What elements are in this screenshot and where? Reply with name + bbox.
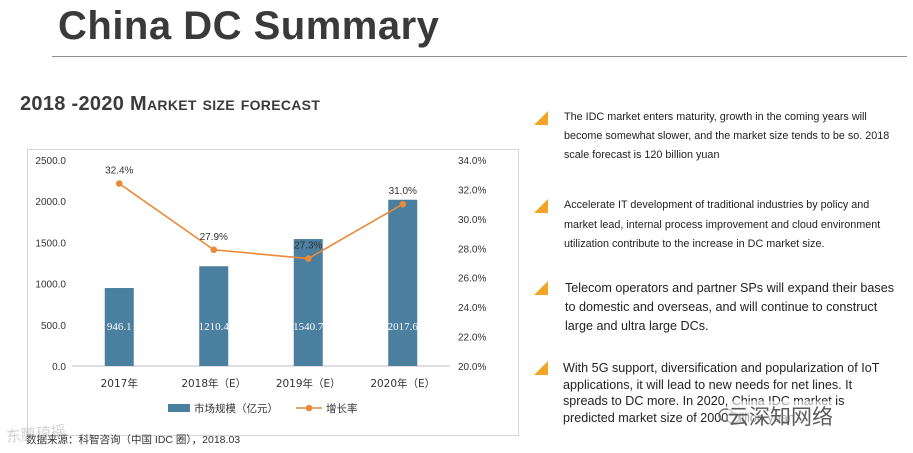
bar-market-size [104, 288, 134, 366]
y-right-tick-label: 34.0% [458, 156, 486, 167]
bar-value-label: 2017.6 [388, 321, 419, 333]
bullet-triangle-icon [534, 111, 548, 125]
bullet-triangle-icon [534, 361, 548, 375]
x-tick-label: 2018年（E） [181, 377, 246, 390]
y-left-tick-label: 2000.0 [35, 197, 66, 208]
x-tick-label: 2019年（E） [276, 377, 341, 390]
y-right-tick-label: 28.0% [458, 244, 486, 255]
y-left-tick-label: 1500.0 [35, 238, 66, 249]
chart-subtitle: 2018 -2020 Market size forecast [20, 93, 321, 115]
page-title: China DC Summary [58, 4, 440, 48]
bullet-triangle-icon [534, 199, 548, 213]
y-right-tick-label: 24.0% [458, 303, 486, 314]
growth-rate-point [210, 246, 218, 254]
growth-rate-label: 27.3% [294, 241, 322, 252]
growth-rate-label: 31.0% [389, 186, 417, 197]
market-size-chart: 0.0 500.0 1000.0 1500.0 2000.0 2500.0 20.0% 22.… [35, 156, 486, 415]
y-right-tick-label: 22.0% [458, 333, 486, 344]
growth-rate-point [115, 180, 123, 187]
watermark-right: 云深知网络 [728, 401, 833, 431]
x-tick-label: 2020年（E） [370, 377, 435, 390]
data-source: 数据来源：科智咨询（中国 IDC 圈），2018.03 [26, 434, 241, 446]
title-divider [52, 56, 907, 57]
bar-value-label: 1540.7 [293, 321, 324, 333]
chart-frame [27, 149, 519, 436]
growth-rate-line [118, 182, 404, 260]
y-right-tick-label: 32.0% [458, 185, 486, 196]
note-telecom: Telecom operators and partner SPs will e… [565, 281, 895, 333]
legend-bar-label: 市场规模（亿元） [194, 402, 278, 415]
bar-market-size [199, 266, 229, 366]
x-tick-label: 2017年 [101, 377, 138, 390]
y-right-tick-label: 30.0% [458, 215, 486, 226]
growth-rate-label: 27.9% [200, 232, 228, 243]
bar-value-label: 1210.4 [199, 321, 230, 333]
note-maturity: The IDC market enters maturity, growth i… [564, 111, 890, 161]
legend-line-marker [305, 404, 313, 412]
note-policy: Accelerate IT development of traditional… [564, 199, 881, 250]
legend-bar-swatch [168, 404, 190, 412]
y-right-tick-label: 26.0% [458, 274, 486, 285]
y-left-tick-label: 1000.0 [35, 280, 66, 291]
y-right-tick-label: 20.0% [458, 362, 486, 373]
y-left-tick-label: 500.0 [41, 321, 66, 332]
y-left-tick-label: 2500.0 [35, 156, 66, 167]
growth-rate-point [399, 200, 407, 208]
y-left-tick-label: 0.0 [52, 362, 66, 373]
bar-value-label: 946.1 [107, 321, 132, 333]
legend-line-label: 增长率 [326, 402, 358, 415]
bar-market-size [388, 199, 418, 366]
growth-rate-point [304, 255, 312, 262]
bullet-triangle-icon [534, 281, 548, 295]
growth-rate-label: 32.4% [105, 166, 133, 177]
